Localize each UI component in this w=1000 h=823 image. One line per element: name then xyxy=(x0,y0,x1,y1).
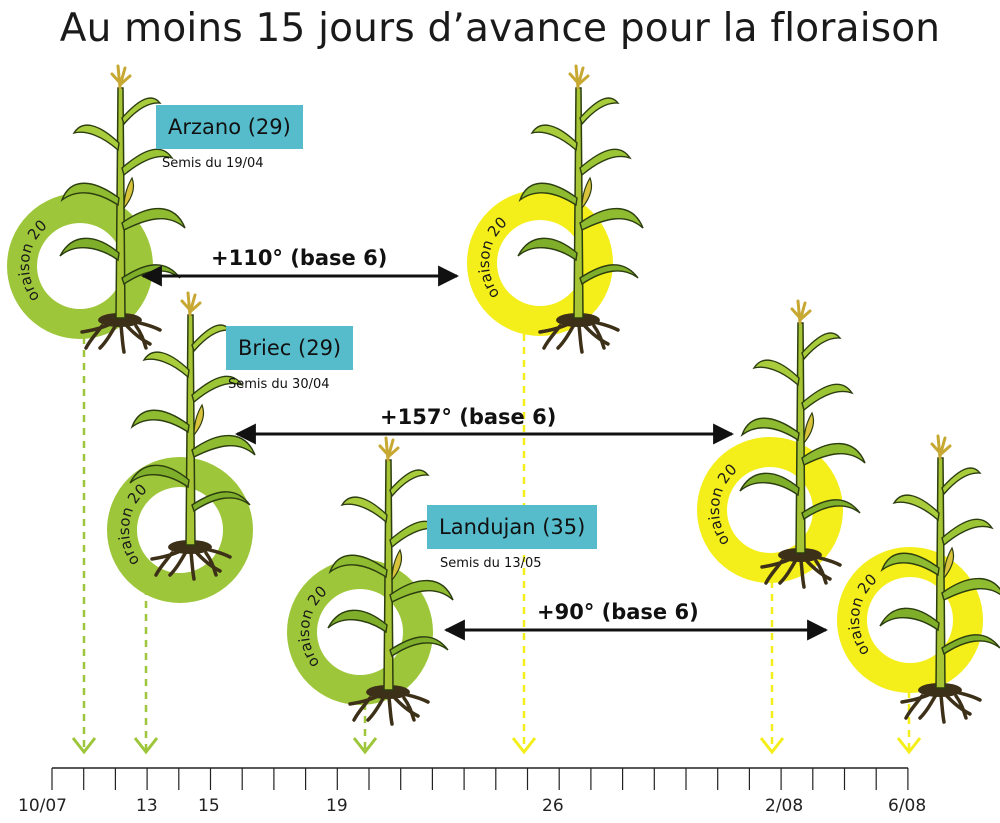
flowering-ring-briec-2021 xyxy=(697,437,843,583)
page-title: Au moins 15 jours d’avance pour la flora… xyxy=(59,6,941,51)
flowering-ring-arzano-2022 xyxy=(7,193,153,339)
connector-arrowhead-arzano-2022 xyxy=(71,737,97,755)
gdd-diff-arzano: +110° (base 6) xyxy=(211,246,388,270)
flowering-ring-briec-2022 xyxy=(107,457,253,603)
timeline-label-2-08: 2/08 xyxy=(765,796,804,816)
timeline-label-10-07: 10/07 xyxy=(18,796,67,816)
connector-arrowhead-arzano-2021 xyxy=(511,737,537,755)
timeline-label-19: 19 xyxy=(326,796,348,816)
timeline-label-6-08: 6/08 xyxy=(888,796,927,816)
flowering-ring-landujan-2022 xyxy=(287,559,433,705)
site-label-briec: Briec (29) xyxy=(226,326,354,370)
timeline-label-26: 26 xyxy=(542,796,564,816)
connector-arrowhead-briec-2022 xyxy=(133,737,159,755)
site-label-landujan: Landujan (35) xyxy=(427,505,598,549)
gdd-diff-landujan: +90° (base 6) xyxy=(537,600,699,624)
semis-date-landujan: Semis du 13/05 xyxy=(440,556,542,571)
connector-arrowhead-landujan-2021 xyxy=(896,737,922,755)
semis-date-arzano: Semis du 19/04 xyxy=(162,156,264,171)
site-label-arzano: Arzano (29) xyxy=(156,105,303,149)
flowering-ring-arzano-2021 xyxy=(467,190,613,336)
gdd-diff-briec: +157° (base 6) xyxy=(380,405,557,429)
semis-date-briec: Semis du 30/04 xyxy=(228,377,330,392)
connector-arrowhead-briec-2021 xyxy=(759,737,785,755)
timeline-label-13: 13 xyxy=(136,796,158,816)
timeline-label-15: 15 xyxy=(198,796,220,816)
connector-arrowhead-landujan-2022 xyxy=(352,737,378,755)
